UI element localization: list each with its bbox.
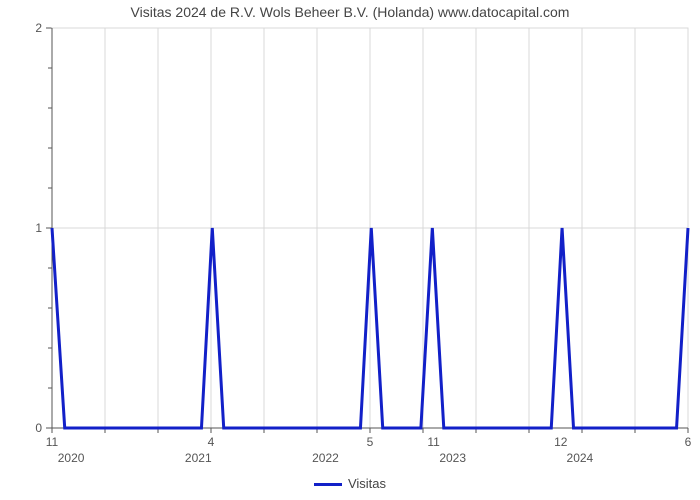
legend-line-icon <box>314 483 342 486</box>
svg-text:11: 11 <box>427 435 440 449</box>
svg-text:1: 1 <box>35 221 42 235</box>
visits-line-chart: 01211451112620202021202220232024 <box>0 0 700 500</box>
svg-text:2021: 2021 <box>185 451 212 465</box>
svg-text:2022: 2022 <box>312 451 339 465</box>
svg-text:2020: 2020 <box>58 451 85 465</box>
chart-title: Visitas 2024 de R.V. Wols Beheer B.V. (H… <box>0 4 700 20</box>
svg-text:0: 0 <box>35 421 42 435</box>
svg-text:2023: 2023 <box>439 451 466 465</box>
svg-text:6: 6 <box>685 435 692 449</box>
svg-text:11: 11 <box>46 435 59 449</box>
legend-label: Visitas <box>348 476 386 491</box>
svg-text:2: 2 <box>35 21 42 35</box>
svg-text:2024: 2024 <box>567 451 594 465</box>
svg-text:12: 12 <box>554 435 568 449</box>
svg-text:4: 4 <box>208 435 215 449</box>
chart-legend: Visitas <box>0 476 700 491</box>
svg-text:5: 5 <box>367 435 374 449</box>
